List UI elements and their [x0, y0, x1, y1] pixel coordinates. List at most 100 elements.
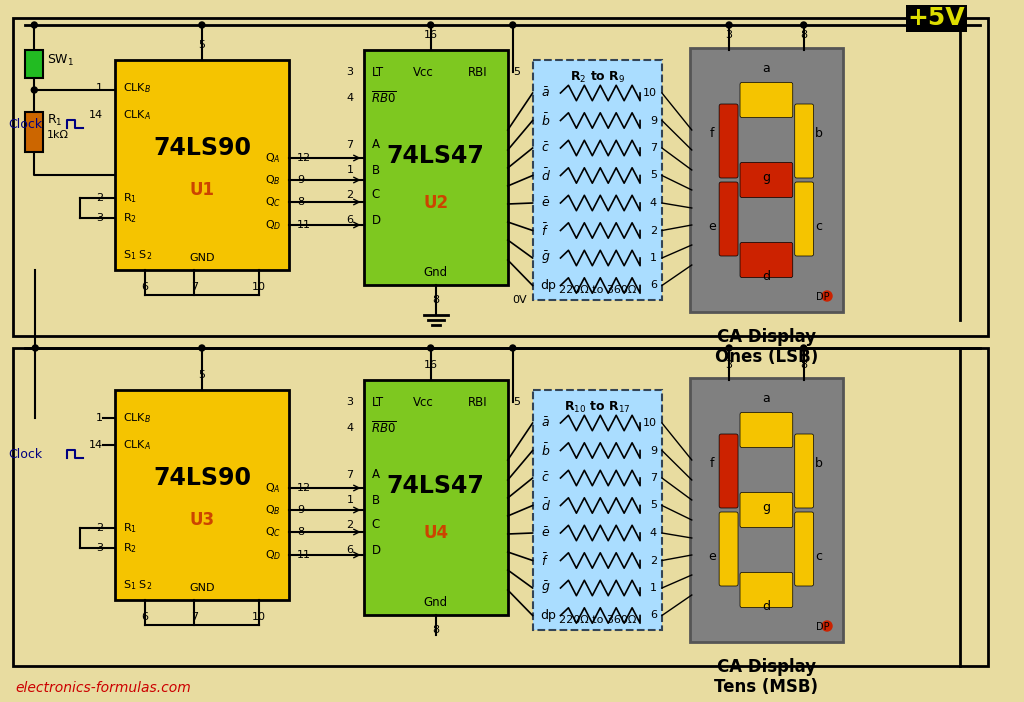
Text: 4: 4: [346, 93, 353, 103]
Text: SW$_1$: SW$_1$: [47, 53, 75, 67]
Text: Vcc: Vcc: [414, 65, 434, 79]
Text: A: A: [372, 138, 380, 152]
Text: U2: U2: [423, 194, 449, 212]
Text: 74LS47: 74LS47: [387, 474, 484, 498]
Text: d: d: [763, 600, 770, 613]
Text: $\bar{f}$: $\bar{f}$: [541, 223, 549, 239]
Text: $\bar{g}$: $\bar{g}$: [541, 580, 550, 596]
Text: 8: 8: [297, 197, 304, 207]
Text: Q$_A$: Q$_A$: [265, 151, 281, 165]
Text: c: c: [815, 550, 822, 563]
Text: 74LS47: 74LS47: [387, 144, 484, 168]
Circle shape: [428, 22, 433, 28]
Text: D: D: [372, 543, 381, 557]
FancyBboxPatch shape: [690, 48, 843, 312]
Text: Gnd: Gnd: [424, 267, 447, 279]
Circle shape: [510, 22, 516, 28]
Text: e: e: [708, 550, 716, 563]
Text: 9: 9: [650, 446, 657, 456]
Circle shape: [801, 345, 807, 351]
FancyBboxPatch shape: [532, 390, 662, 630]
Text: $\bar{f}$: $\bar{f}$: [541, 552, 549, 569]
Text: $\bar{b}$: $\bar{b}$: [541, 112, 550, 128]
Circle shape: [510, 345, 516, 351]
FancyBboxPatch shape: [740, 572, 793, 608]
Text: CLK$_A$: CLK$_A$: [123, 108, 151, 122]
Circle shape: [32, 22, 37, 28]
Text: dp: dp: [541, 279, 556, 292]
Circle shape: [801, 22, 807, 28]
Text: 12: 12: [297, 483, 311, 493]
Text: $\bar{a}$: $\bar{a}$: [541, 416, 550, 430]
Text: dp: dp: [541, 609, 556, 622]
Text: 1kΩ: 1kΩ: [47, 130, 70, 140]
FancyBboxPatch shape: [740, 492, 793, 528]
Text: U4: U4: [423, 524, 449, 542]
Circle shape: [32, 87, 37, 93]
Text: 3: 3: [726, 360, 732, 370]
Text: Q$_B$: Q$_B$: [265, 503, 281, 517]
Text: 1: 1: [96, 83, 103, 93]
Text: $\bar{g}$: $\bar{g}$: [541, 250, 550, 266]
Text: 9: 9: [297, 505, 304, 515]
Text: b: b: [815, 126, 823, 140]
Text: 8: 8: [800, 30, 807, 40]
Text: A: A: [372, 468, 380, 482]
Text: 8: 8: [297, 527, 304, 537]
Text: R$_2$ to R$_9$: R$_2$ to R$_9$: [569, 70, 625, 85]
Text: U3: U3: [189, 511, 214, 529]
Text: DP: DP: [816, 622, 829, 632]
Text: 7: 7: [190, 282, 198, 292]
Text: CLK$_A$: CLK$_A$: [123, 438, 151, 452]
Text: 1: 1: [650, 253, 657, 263]
Text: 9: 9: [650, 116, 657, 126]
Text: $\bar{b}$: $\bar{b}$: [541, 442, 550, 459]
Text: Q$_C$: Q$_C$: [265, 195, 281, 209]
FancyBboxPatch shape: [115, 60, 289, 270]
FancyBboxPatch shape: [795, 512, 814, 586]
Text: Tens (MSB): Tens (MSB): [715, 678, 818, 696]
Text: 9: 9: [297, 175, 304, 185]
Text: U1: U1: [189, 181, 214, 199]
Text: 7: 7: [650, 473, 657, 483]
Text: Q$_D$: Q$_D$: [264, 218, 281, 232]
FancyBboxPatch shape: [719, 104, 738, 178]
Circle shape: [726, 345, 732, 351]
Text: S$_1$ S$_2$: S$_1$ S$_2$: [123, 248, 153, 262]
Text: 6: 6: [650, 611, 657, 621]
Text: Ones (LSB): Ones (LSB): [715, 348, 818, 366]
Text: 14: 14: [89, 110, 103, 120]
Text: Vcc: Vcc: [414, 395, 434, 409]
Text: 3: 3: [346, 67, 353, 77]
Bar: [13, 18, 988, 336]
Text: 10: 10: [643, 88, 657, 98]
Text: CA Display: CA Display: [717, 328, 816, 346]
FancyBboxPatch shape: [719, 512, 738, 586]
Circle shape: [33, 345, 38, 351]
Text: 12: 12: [297, 153, 311, 163]
Circle shape: [822, 291, 833, 301]
Text: GND: GND: [189, 583, 215, 593]
Circle shape: [199, 22, 205, 28]
Text: c: c: [815, 220, 822, 233]
Text: 8: 8: [432, 625, 439, 635]
Text: $\overline{RB0}$: $\overline{RB0}$: [372, 91, 397, 106]
Text: 2: 2: [650, 225, 657, 235]
Text: Clock: Clock: [8, 117, 42, 131]
Text: 6: 6: [141, 282, 148, 292]
Text: B: B: [372, 494, 380, 507]
Bar: [13, 348, 988, 666]
Text: electronics-formulas.com: electronics-formulas.com: [15, 681, 191, 695]
Text: 6: 6: [650, 281, 657, 291]
Text: 2: 2: [96, 523, 103, 533]
Text: 10: 10: [252, 282, 266, 292]
Text: 74LS90: 74LS90: [153, 136, 251, 160]
Text: R$_{10}$ to R$_{17}$: R$_{10}$ to R$_{17}$: [564, 400, 631, 415]
Text: 11: 11: [297, 550, 311, 560]
Text: RBI: RBI: [468, 65, 487, 79]
Text: $\bar{e}$: $\bar{e}$: [541, 526, 550, 540]
Text: CLK$_B$: CLK$_B$: [123, 411, 151, 425]
Text: g: g: [763, 171, 770, 184]
Text: S$_1$ S$_2$: S$_1$ S$_2$: [123, 578, 153, 592]
FancyBboxPatch shape: [719, 434, 738, 508]
